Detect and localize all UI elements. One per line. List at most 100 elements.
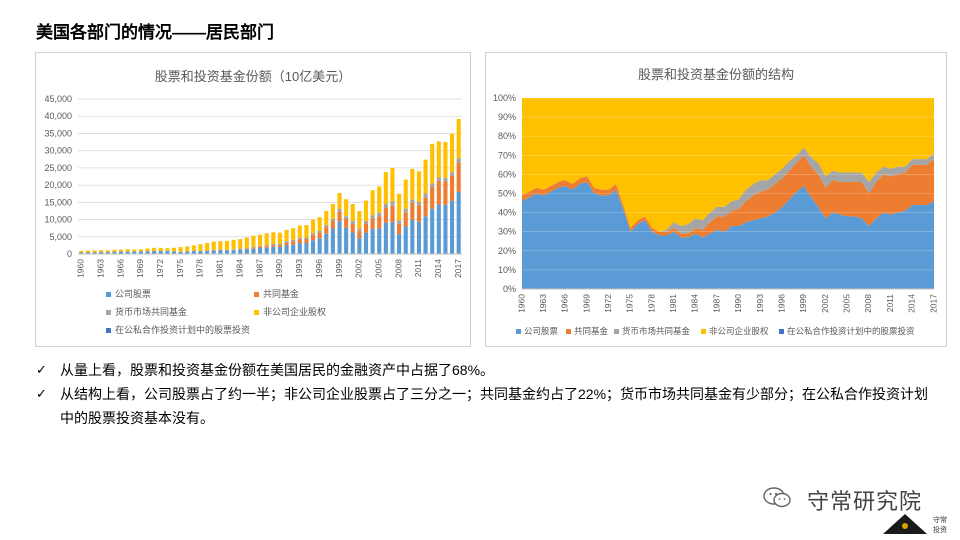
bar-segment xyxy=(297,239,302,244)
y-tick-label: 20% xyxy=(498,246,516,256)
y-tick-label: 50% xyxy=(498,189,516,199)
bar-segment xyxy=(410,199,415,203)
bar-segment xyxy=(416,221,422,254)
bar-segment xyxy=(251,235,256,247)
bar-segment xyxy=(436,180,441,205)
bar-segment xyxy=(297,225,302,238)
brand-name: 守常研究院 xyxy=(807,489,923,514)
x-tick-label: 1996 xyxy=(314,259,324,278)
bar-segment xyxy=(231,249,236,250)
bar-segment xyxy=(370,218,375,230)
x-tick-label: 1972 xyxy=(603,294,613,313)
bar-segment xyxy=(324,225,329,228)
bar-segment xyxy=(132,249,137,252)
bar-segment xyxy=(450,201,455,254)
x-tick-label: 2017 xyxy=(453,259,463,278)
bar-segment xyxy=(304,243,309,254)
bar-segment xyxy=(403,208,408,213)
bar-segment xyxy=(324,210,329,226)
bar-segment xyxy=(85,252,90,254)
bar-segment xyxy=(251,248,256,254)
bar-segment xyxy=(357,210,362,229)
x-tick-label: 1963 xyxy=(95,259,105,278)
bullet-list: ✓ 从量上看，股票和投资基金份额在美国居民的金融资产中占据了68%。 ✓ 从结构… xyxy=(36,358,940,430)
bar-segment xyxy=(158,250,163,254)
legend-swatch xyxy=(254,310,259,315)
bar-segment xyxy=(271,245,276,247)
bar-segment xyxy=(125,251,130,254)
bar-segment xyxy=(291,241,296,245)
bar-segment xyxy=(152,247,157,251)
bar-segment xyxy=(456,191,461,254)
legend-swatch xyxy=(566,329,571,334)
y-tick-label: 35,000 xyxy=(44,128,72,138)
svg-text:守常: 守常 xyxy=(933,515,947,524)
x-tick-label: 2017 xyxy=(928,294,938,313)
x-tick-label: 1984 xyxy=(234,259,244,278)
bar-segment xyxy=(456,158,461,163)
bar-segment xyxy=(264,246,269,248)
bar-segment xyxy=(350,221,355,225)
bar-segment xyxy=(158,247,163,251)
bar-segment xyxy=(344,218,349,228)
y-tick-label: 60% xyxy=(498,169,516,179)
bar-segment xyxy=(410,219,415,254)
bar-segment xyxy=(436,177,441,181)
bar-segment xyxy=(397,223,402,235)
bar-segment xyxy=(211,241,216,251)
bar-segment xyxy=(324,227,329,234)
bar-segment xyxy=(430,183,435,187)
bar-segment xyxy=(357,228,362,232)
x-tick-label: 1987 xyxy=(711,294,721,313)
bar-segment xyxy=(191,250,196,254)
bar-segment xyxy=(310,233,316,236)
bar-segment xyxy=(310,219,316,234)
bar-segment xyxy=(118,249,124,252)
bar-segment xyxy=(350,232,355,254)
bar-segment xyxy=(224,249,230,251)
bullet-text: 从量上看，股票和投资基金份额在美国居民的金融资产中占据了68%。 xyxy=(60,362,495,378)
bar-segment xyxy=(330,228,335,254)
brand-logo: 守常研究院 守常 投资 xyxy=(755,480,955,536)
legend-swatch xyxy=(516,329,521,334)
bar-segment xyxy=(450,172,455,176)
y-tick-label: 20,000 xyxy=(44,180,72,190)
legend-swatch xyxy=(254,292,259,297)
bar-segment xyxy=(271,246,276,254)
legend-label: 共同基金 xyxy=(574,326,609,336)
chart-title: 股票和投资基金份额（10亿美元） xyxy=(155,69,351,84)
bar-segment xyxy=(231,239,236,250)
wechat-icon xyxy=(763,487,791,508)
chart-title: 股票和投资基金份额的结构 xyxy=(638,67,794,82)
bar-segment xyxy=(238,248,243,250)
legend-label: 共同基金 xyxy=(263,288,299,299)
bar-segment xyxy=(416,205,422,222)
bar-segment xyxy=(337,211,342,222)
x-tick-label: 1975 xyxy=(175,259,185,278)
x-tick-label: 1975 xyxy=(625,294,635,313)
bar-segment xyxy=(171,251,177,254)
check-icon: ✓ xyxy=(36,362,47,377)
y-tick-label: 15,000 xyxy=(44,197,72,207)
x-tick-label: 2005 xyxy=(373,259,383,278)
bar-segment xyxy=(277,245,282,247)
bar-segment xyxy=(218,241,223,250)
x-tick-label: 1972 xyxy=(155,259,165,278)
x-tick-label: 1990 xyxy=(733,294,743,313)
legend-swatch xyxy=(614,329,619,334)
bar-segment xyxy=(443,142,448,178)
bar-segment xyxy=(145,251,150,254)
x-tick-label: 1993 xyxy=(294,259,304,278)
bar-segment xyxy=(85,250,90,253)
bar-segment xyxy=(224,240,230,250)
bar-segment xyxy=(456,118,461,159)
area-series xyxy=(522,98,934,232)
x-tick-label: 1981 xyxy=(215,259,225,278)
check-icon: ✓ xyxy=(36,386,47,401)
y-tick-label: 90% xyxy=(498,112,516,122)
x-tick-label: 1966 xyxy=(560,294,570,313)
bar-segment xyxy=(443,204,448,254)
legend-swatch xyxy=(701,329,706,334)
y-tick-label: 10,000 xyxy=(44,215,72,225)
bar-segment xyxy=(390,167,395,202)
